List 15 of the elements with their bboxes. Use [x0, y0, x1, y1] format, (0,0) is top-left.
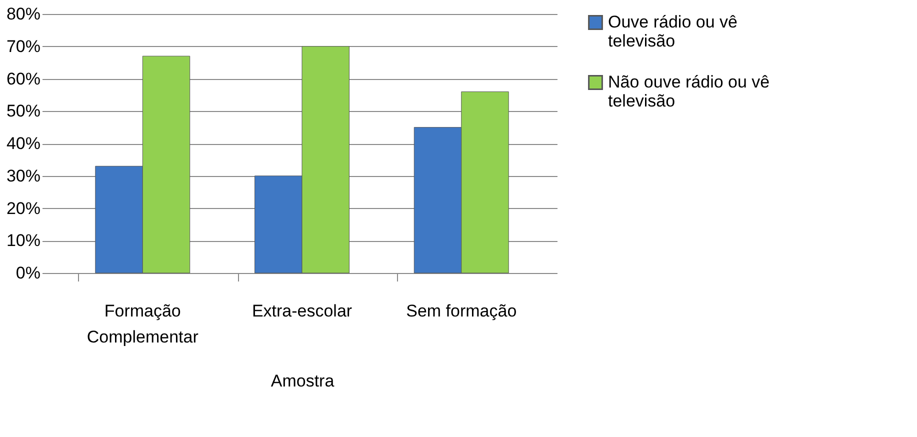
x-tick-label: Extra-escolar: [252, 302, 352, 320]
y-tick-label: 50%: [6, 102, 40, 121]
y-tick-label: 30%: [6, 166, 40, 186]
y-tick-label: 40%: [6, 134, 40, 153]
y-tick-label: 20%: [6, 198, 40, 218]
y-tick-label: 10%: [6, 231, 40, 250]
legend-label: Não ouve rádio ou vê televisão: [608, 72, 770, 110]
y-tick-label: 0%: [16, 264, 40, 282]
x-tick-label: Formação Complementar: [86, 302, 199, 346]
legend-label: Ouve rádio ou vê televisão: [608, 12, 738, 50]
y-tick-label: 70%: [6, 36, 40, 56]
y-tick-label: 80%: [6, 4, 40, 24]
x-tick-label: Sem formação: [406, 302, 517, 320]
y-tick-label: 60%: [6, 69, 40, 88]
x-axis-title: Amostra: [270, 372, 335, 390]
